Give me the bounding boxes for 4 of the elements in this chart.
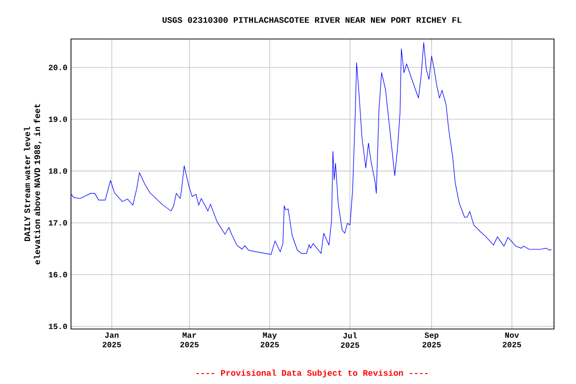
chart-title: USGS 02310300 PITHLACHASCOTEE RIVER NEAR NEW PORT RICHEY FL bbox=[162, 17, 462, 23]
line-series bbox=[71, 42, 552, 255]
text: ---- Provisional Data Subject to Revision ---- bbox=[196, 370, 428, 378]
y-axis-title: DAILY Stream water level elevation above NAVD 1988, in feet bbox=[24, 104, 42, 264]
